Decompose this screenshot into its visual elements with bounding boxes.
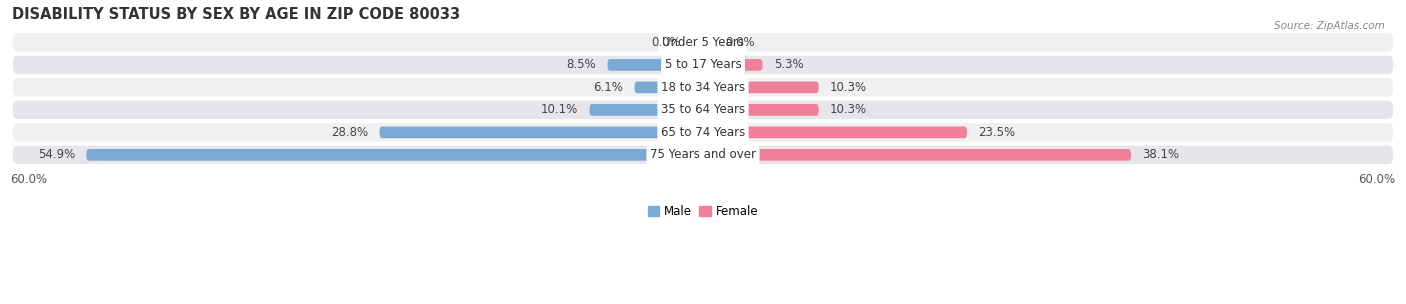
FancyBboxPatch shape: [703, 126, 967, 138]
Text: 0.0%: 0.0%: [651, 36, 681, 49]
FancyBboxPatch shape: [13, 33, 1393, 52]
Text: 18 to 34 Years: 18 to 34 Years: [661, 81, 745, 94]
FancyBboxPatch shape: [703, 81, 818, 93]
Text: Under 5 Years: Under 5 Years: [662, 36, 744, 49]
Text: 0.0%: 0.0%: [725, 36, 755, 49]
Text: 75 Years and over: 75 Years and over: [650, 148, 756, 161]
Text: 28.8%: 28.8%: [332, 126, 368, 139]
Text: 5 to 17 Years: 5 to 17 Years: [665, 58, 741, 71]
FancyBboxPatch shape: [703, 59, 762, 71]
FancyBboxPatch shape: [13, 101, 1393, 119]
Text: 10.3%: 10.3%: [830, 103, 868, 116]
FancyBboxPatch shape: [634, 81, 703, 93]
FancyBboxPatch shape: [13, 56, 1393, 74]
Text: 38.1%: 38.1%: [1142, 148, 1180, 161]
Text: 35 to 64 Years: 35 to 64 Years: [661, 103, 745, 116]
Text: 65 to 74 Years: 65 to 74 Years: [661, 126, 745, 139]
Text: DISABILITY STATUS BY SEX BY AGE IN ZIP CODE 80033: DISABILITY STATUS BY SEX BY AGE IN ZIP C…: [13, 7, 460, 22]
Text: Source: ZipAtlas.com: Source: ZipAtlas.com: [1274, 21, 1385, 31]
FancyBboxPatch shape: [86, 149, 703, 161]
FancyBboxPatch shape: [13, 78, 1393, 97]
Legend: Male, Female: Male, Female: [643, 201, 763, 223]
FancyBboxPatch shape: [13, 123, 1393, 142]
Text: 10.3%: 10.3%: [830, 81, 868, 94]
Text: 23.5%: 23.5%: [979, 126, 1015, 139]
FancyBboxPatch shape: [703, 149, 1130, 161]
FancyBboxPatch shape: [703, 104, 818, 116]
FancyBboxPatch shape: [607, 59, 703, 71]
FancyBboxPatch shape: [589, 104, 703, 116]
FancyBboxPatch shape: [13, 146, 1393, 164]
Text: 5.3%: 5.3%: [773, 58, 803, 71]
FancyBboxPatch shape: [380, 126, 703, 138]
Text: 6.1%: 6.1%: [593, 81, 623, 94]
Text: 10.1%: 10.1%: [541, 103, 578, 116]
Text: 54.9%: 54.9%: [38, 148, 75, 161]
Text: 8.5%: 8.5%: [567, 58, 596, 71]
